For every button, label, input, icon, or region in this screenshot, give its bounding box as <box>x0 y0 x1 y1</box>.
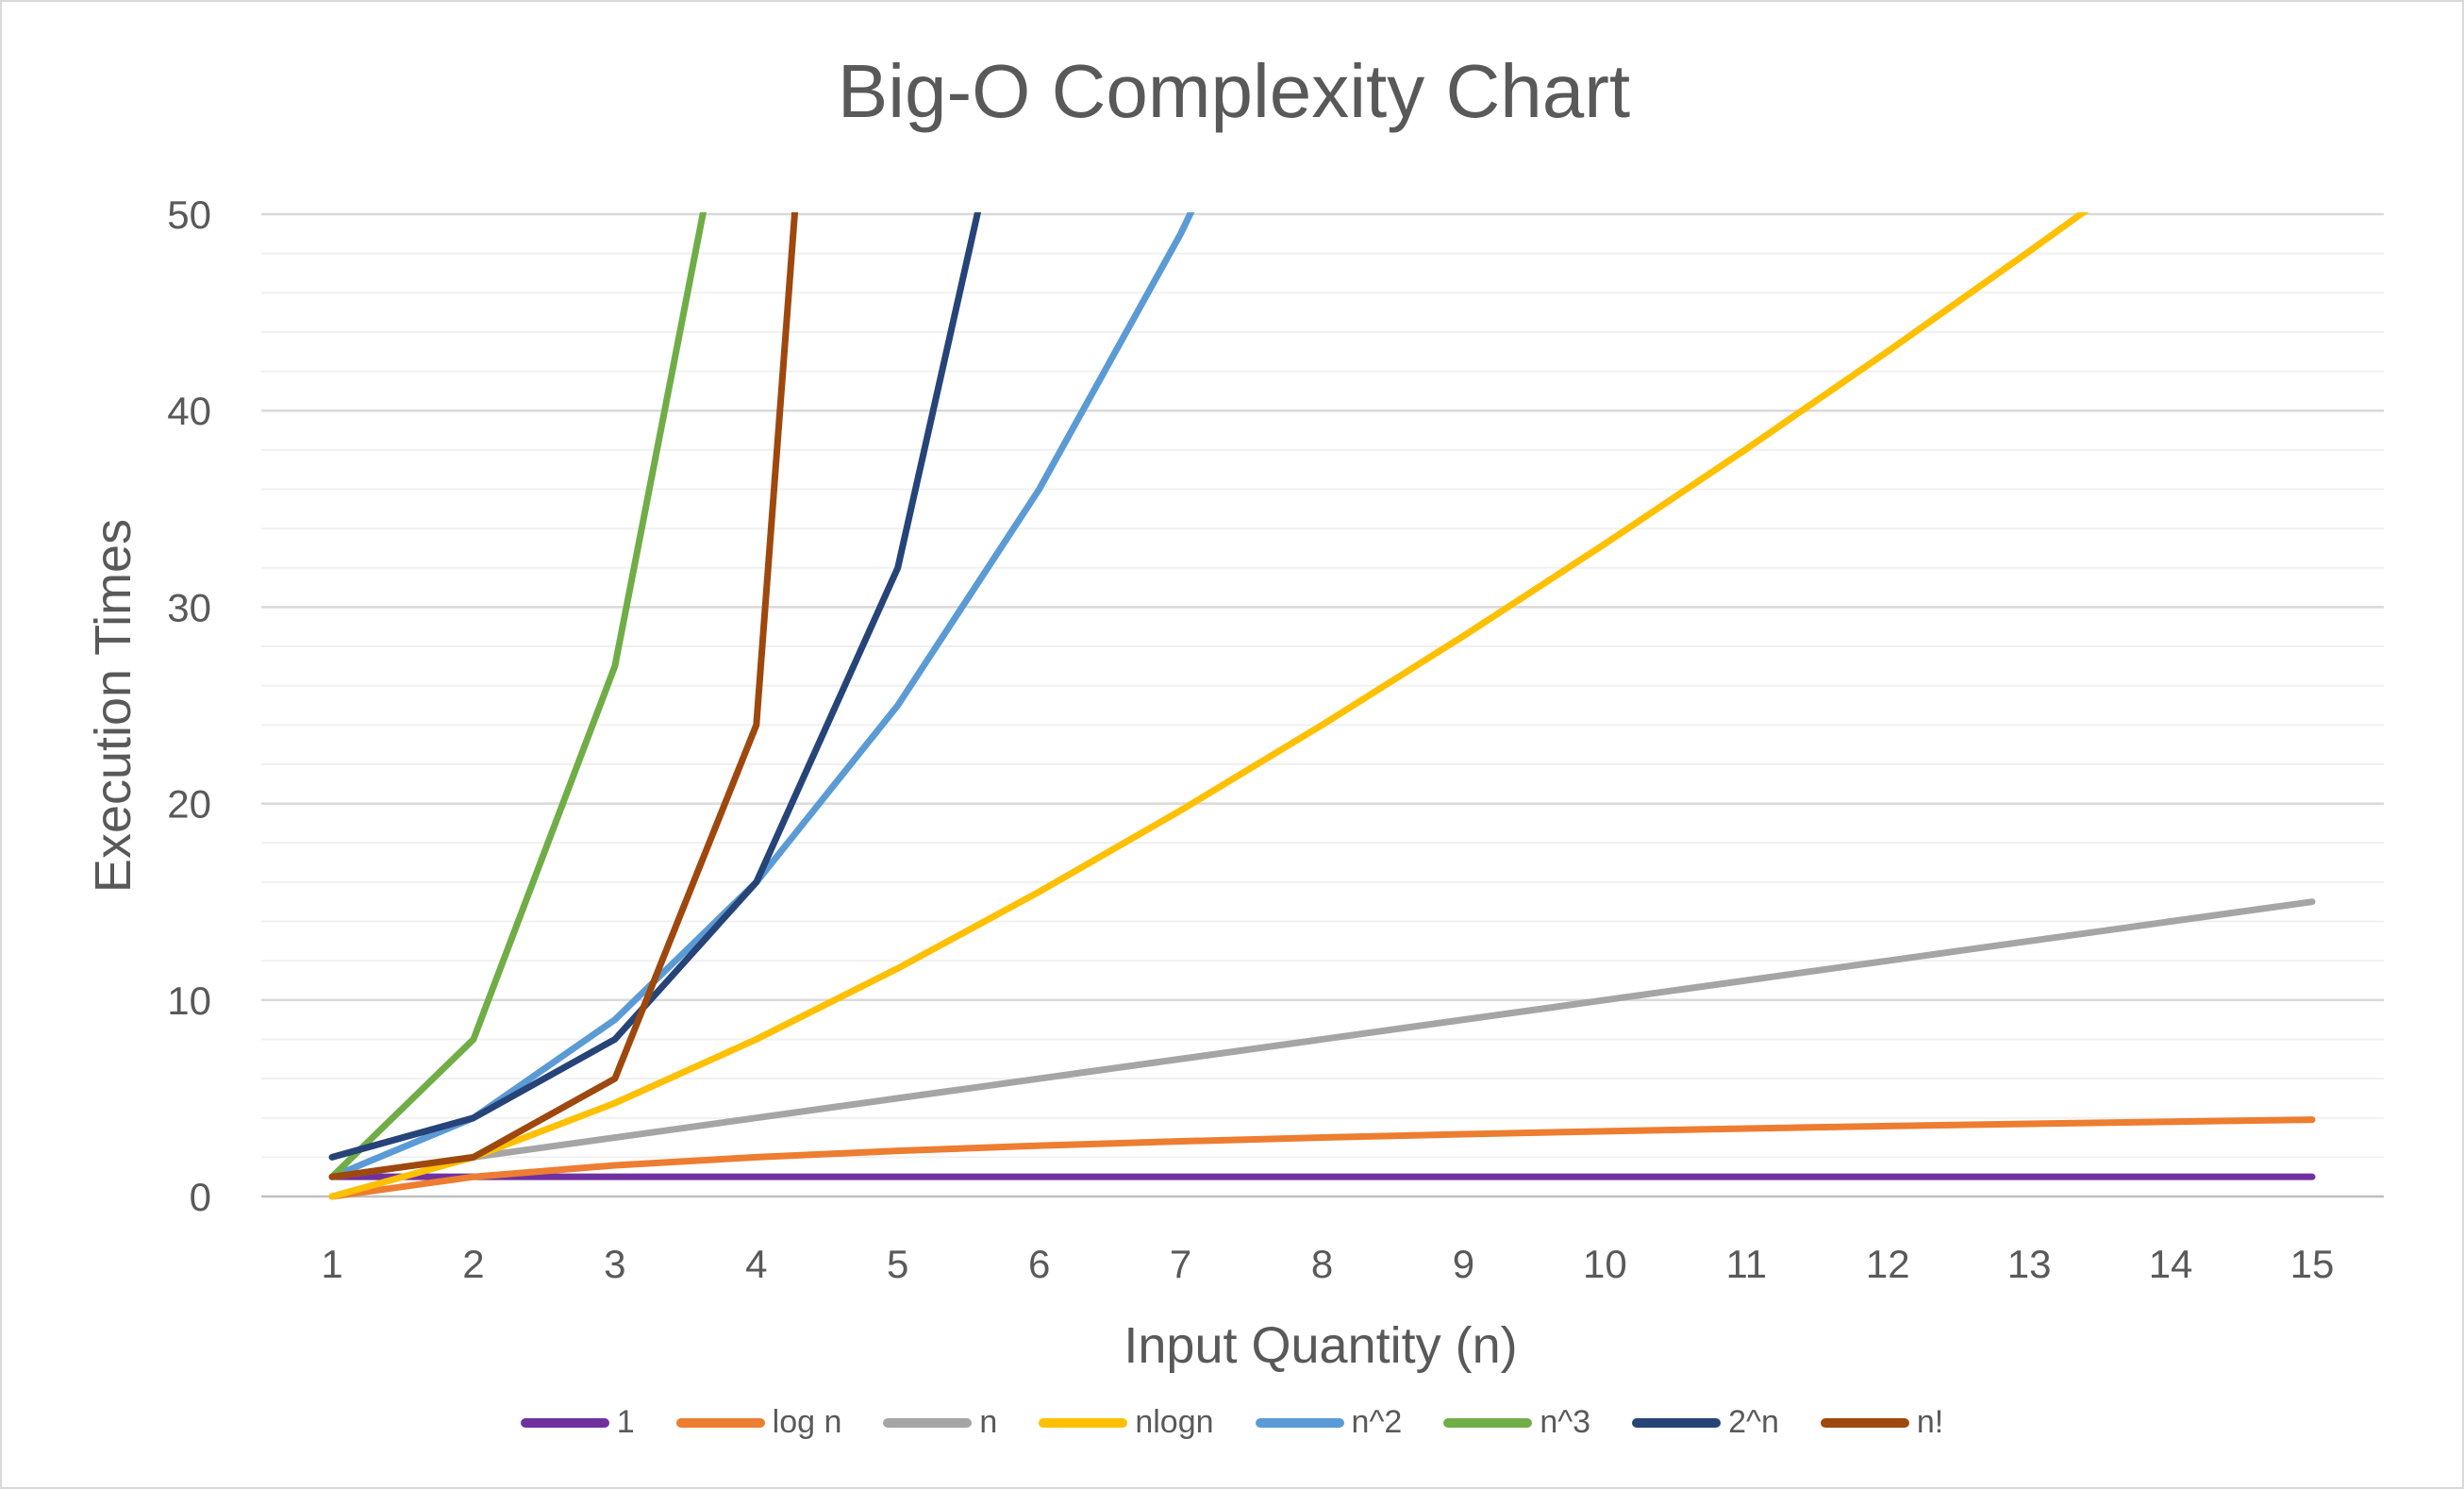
series-line-n- <box>328 212 799 1180</box>
x-tick-label: 3 <box>604 1242 625 1286</box>
y-tick-label: 40 <box>167 389 211 433</box>
y-tick-label: 0 <box>190 1175 211 1219</box>
x-tick-label: 9 <box>1453 1242 1474 1286</box>
series-line-nlogn <box>328 212 2089 1200</box>
legend-swatch <box>1039 1417 1128 1428</box>
legend-label: n! <box>1916 1404 1944 1440</box>
legend-label: n^2 <box>1351 1404 1403 1440</box>
series-line-2-n <box>328 212 982 1161</box>
y-tick-label: 50 <box>167 192 211 237</box>
legend-item: n^3 <box>1443 1404 1590 1441</box>
x-tick-label: 8 <box>1311 1242 1333 1286</box>
x-tick-label: 13 <box>2007 1242 2052 1286</box>
y-axis-title: Execution Times <box>85 519 142 893</box>
legend-item: 2^n <box>1632 1404 1779 1441</box>
legend-swatch <box>675 1417 765 1428</box>
x-tick-label: 12 <box>1866 1242 1910 1286</box>
chart-title: Big-O Complexity Chart <box>838 49 1630 133</box>
legend-swatch <box>883 1417 973 1428</box>
legend-item: nlogn <box>1039 1404 1214 1441</box>
x-tick-label: 6 <box>1028 1242 1050 1286</box>
x-axis-title: Input Quantity (n) <box>1124 1317 1517 1374</box>
x-tick-label: 11 <box>1725 1242 1767 1286</box>
x-tick-label: 10 <box>1583 1242 1627 1286</box>
legend-swatch <box>1443 1417 1533 1428</box>
legend-item: 1 <box>520 1404 635 1441</box>
legend-item: n <box>883 1404 997 1441</box>
legend: 1 log n n nlogn n^2 n^3 2^n n! <box>2 1404 2462 1441</box>
series-line-n <box>328 898 2316 1180</box>
series-line-log-n <box>328 1116 2316 1200</box>
x-tick-label: 4 <box>745 1242 767 1286</box>
legend-label: log n <box>772 1404 842 1440</box>
legend-label: nlogn <box>1135 1404 1214 1440</box>
x-tick-label: 7 <box>1170 1242 1191 1286</box>
legend-label: n^3 <box>1540 1404 1591 1440</box>
x-tick-label: 1 <box>321 1242 342 1286</box>
y-tick-label: 30 <box>167 585 211 629</box>
legend-swatch <box>1255 1417 1344 1428</box>
x-tick-label: 15 <box>2290 1242 2335 1286</box>
legend-label: 2^n <box>1728 1404 1779 1440</box>
series-line-n-2 <box>328 212 1195 1180</box>
legend-swatch <box>520 1417 609 1428</box>
legend-swatch <box>1632 1417 1722 1428</box>
legend-item: n! <box>1820 1404 1944 1441</box>
legend-label: 1 <box>616 1404 635 1440</box>
legend-label: n <box>979 1404 998 1440</box>
x-tick-label: 2 <box>462 1242 484 1286</box>
legend-swatch <box>1820 1417 1909 1428</box>
series-line-n-3 <box>328 212 708 1180</box>
legend-item: log n <box>675 1404 842 1441</box>
y-tick-label: 10 <box>167 979 211 1023</box>
y-tick-label: 20 <box>167 782 211 827</box>
legend-item: n^2 <box>1255 1404 1403 1441</box>
x-tick-label: 14 <box>2149 1242 2193 1286</box>
x-tick-label: 5 <box>887 1242 908 1286</box>
